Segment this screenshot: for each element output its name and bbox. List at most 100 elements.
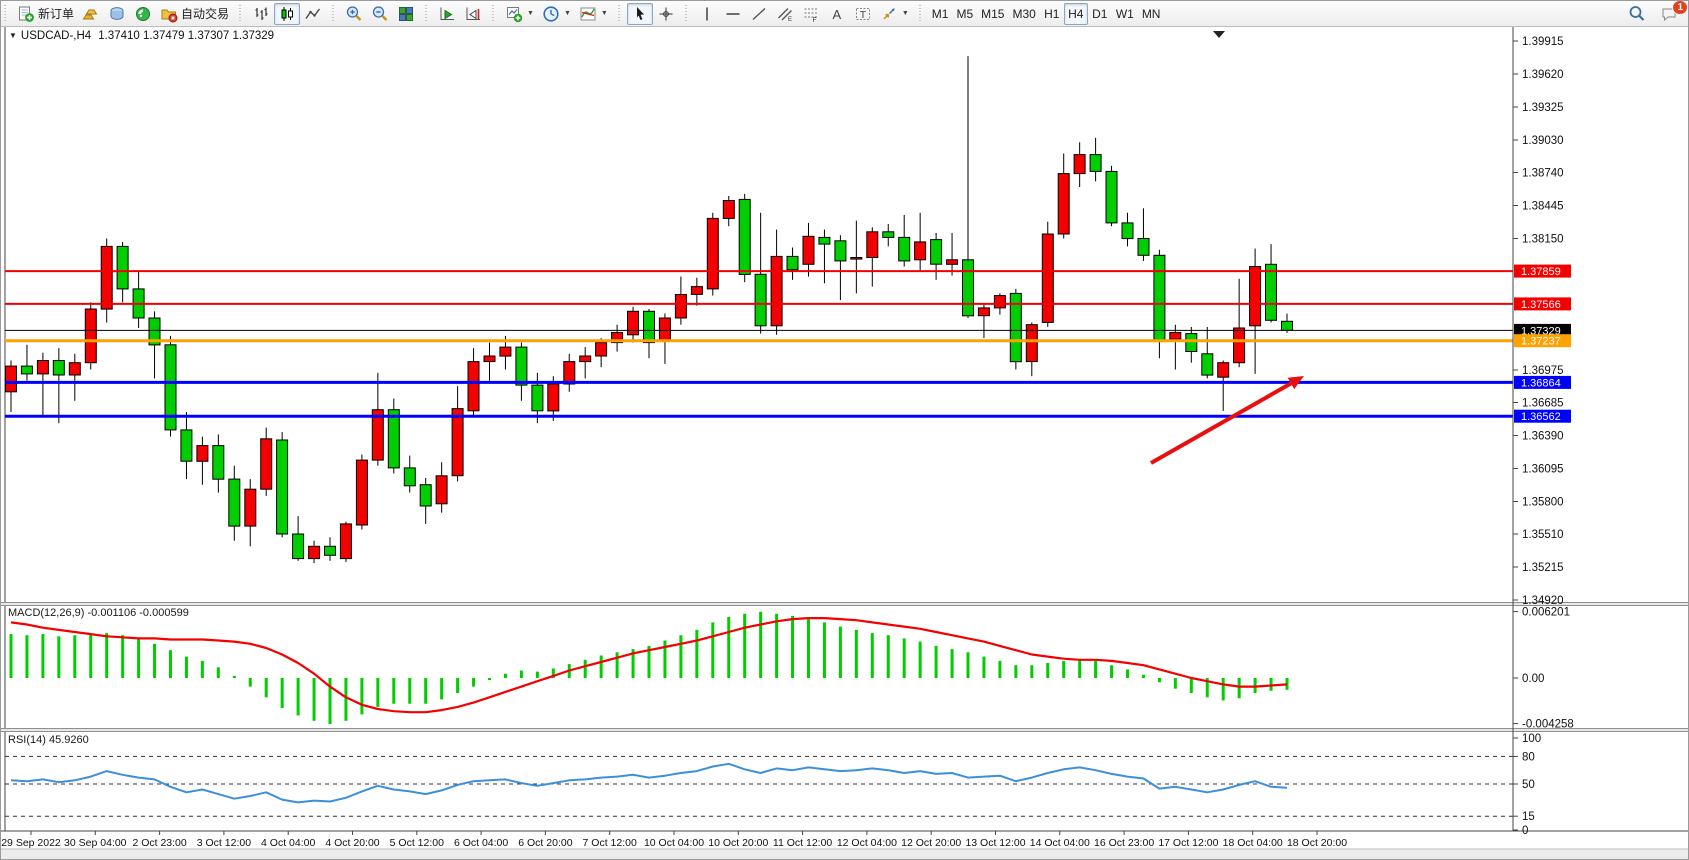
candle bbox=[1233, 327, 1246, 364]
chevron-down-icon: ▼ bbox=[600, 10, 608, 17]
pane-separator[interactable] bbox=[1, 602, 1689, 606]
zoom-in-button[interactable] bbox=[341, 3, 367, 25]
new-order-icon bbox=[17, 5, 35, 23]
price-level-badge bbox=[1514, 334, 1571, 348]
signals-button[interactable] bbox=[130, 3, 156, 25]
tile-windows-button[interactable] bbox=[393, 3, 419, 25]
toolbar-group-grip[interactable] bbox=[424, 4, 430, 23]
tf-h1-button[interactable]: H1 bbox=[1040, 3, 1064, 25]
text-button[interactable]: A bbox=[824, 3, 850, 25]
time-tick-label: 10 Oct 20:00 bbox=[708, 837, 768, 849]
fibonacci-button[interactable]: F bbox=[798, 3, 824, 25]
chart-title: ▼ USDCAD-,H4 1.37410 1.37479 1.37307 1.373… bbox=[9, 30, 274, 42]
toolbar-group-grip[interactable] bbox=[3, 4, 8, 23]
macd-scale-label: -0.004258 bbox=[1522, 719, 1574, 731]
crosshair-button[interactable] bbox=[653, 3, 679, 25]
notification-badge: 1 bbox=[1672, 1, 1688, 15]
candle bbox=[244, 488, 257, 527]
candle bbox=[339, 523, 352, 560]
hosting-icon bbox=[108, 5, 126, 23]
new-order-button[interactable]: 新订单 bbox=[13, 3, 78, 25]
tf-m5-button-label: M5 bbox=[956, 6, 974, 21]
arrows-button[interactable]: ▼ bbox=[876, 3, 913, 25]
tf-w1-button[interactable]: W1 bbox=[1112, 3, 1138, 25]
candle bbox=[658, 317, 671, 342]
candlestick-button[interactable] bbox=[274, 2, 301, 25]
macd-signal-line bbox=[10, 616, 1288, 714]
tf-h1-button-label: H1 bbox=[1044, 6, 1060, 21]
trend-arrow-head[interactable] bbox=[1287, 376, 1304, 390]
candle bbox=[1185, 333, 1198, 353]
chevron-down-icon: ▼ bbox=[563, 10, 571, 17]
text-label-button[interactable]: T bbox=[850, 3, 876, 25]
macd-scale-label: 0.006201 bbox=[1522, 607, 1570, 619]
toolbar-group-grip[interactable] bbox=[331, 4, 337, 23]
line-chart-button[interactable] bbox=[300, 3, 326, 25]
candle bbox=[1153, 254, 1166, 342]
trend-arrow-object[interactable] bbox=[1150, 381, 1292, 465]
toolbar-group-grip[interactable] bbox=[616, 4, 622, 23]
tf-d1-button[interactable]: D1 bbox=[1088, 3, 1112, 25]
indicators-button[interactable]: ▼ bbox=[575, 3, 612, 25]
time-tick-label: 17 Oct 12:00 bbox=[1158, 837, 1218, 849]
time-tick-label: 29 Sep 2022 bbox=[1, 837, 61, 849]
candle bbox=[1073, 154, 1086, 175]
zoom-out-button[interactable] bbox=[367, 3, 393, 25]
tf-m30-button[interactable]: M30 bbox=[1008, 3, 1039, 25]
chart-plot-area[interactable] bbox=[5, 27, 1513, 831]
toolbar-group-grip[interactable] bbox=[683, 4, 689, 23]
candle bbox=[563, 361, 576, 385]
new-chart-icon bbox=[505, 5, 523, 23]
tf-m5-button[interactable]: M5 bbox=[952, 3, 977, 25]
tf-h4-button[interactable]: H4 bbox=[1063, 2, 1088, 25]
auto-scroll-button[interactable] bbox=[434, 3, 460, 25]
price-level-badge-text: 1.36864 bbox=[1521, 377, 1561, 389]
candle bbox=[1265, 263, 1277, 321]
tf-m1-button[interactable]: M1 bbox=[928, 3, 953, 25]
candle bbox=[499, 346, 512, 357]
chat-button[interactable]: 1 bbox=[1656, 1, 1688, 25]
horizontal-line-button[interactable] bbox=[720, 3, 746, 25]
candle bbox=[722, 200, 735, 219]
candle bbox=[116, 245, 129, 290]
time-tick-label: 7 Oct 12:00 bbox=[583, 837, 637, 849]
rsi-indicator-label: RSI(14) 45.9260 bbox=[8, 734, 89, 746]
toolbar-group-grip[interactable] bbox=[491, 4, 497, 23]
chart-dropdown-icon[interactable]: ▼ bbox=[9, 31, 17, 40]
trendline-button[interactable] bbox=[746, 3, 772, 25]
auto-trading-button[interactable]: 自动交易 bbox=[156, 3, 233, 25]
chart-shift-button[interactable] bbox=[460, 3, 486, 25]
rsi-scale-label: 0 bbox=[1522, 825, 1528, 837]
chart-canvas: 1.39915 1.39620 1.39325 1.39030 1.38740 1.384… bbox=[1, 27, 1689, 859]
tf-m15-button[interactable]: M15 bbox=[977, 3, 1008, 25]
rsi-line bbox=[10, 762, 1288, 804]
vertical-line-button[interactable] bbox=[694, 3, 720, 25]
toolbar-group-grip[interactable] bbox=[917, 4, 923, 23]
time-tick-label: 14 Oct 04:00 bbox=[1030, 837, 1090, 849]
candle bbox=[770, 255, 783, 327]
search-button[interactable] bbox=[1624, 3, 1650, 25]
toolbar-group-grip[interactable] bbox=[238, 4, 244, 23]
svg-text:A: A bbox=[832, 7, 841, 22]
price-level-badge-text: 1.36562 bbox=[1521, 411, 1561, 423]
candle bbox=[993, 295, 1006, 309]
candle bbox=[1169, 332, 1182, 340]
virtual-hosting-button[interactable] bbox=[104, 3, 130, 25]
cursor-button[interactable] bbox=[626, 2, 653, 25]
pane-separator[interactable] bbox=[1, 728, 1689, 732]
fibonacci-icon: F bbox=[802, 5, 820, 23]
equidistant-channel-button[interactable]: E bbox=[772, 3, 798, 25]
candle bbox=[579, 355, 592, 363]
profiles-button[interactable]: ▼ bbox=[538, 3, 575, 25]
tf-mn-button[interactable]: MN bbox=[1138, 3, 1165, 25]
bar-chart-button[interactable] bbox=[248, 3, 274, 25]
price-tick-label: 1.39325 bbox=[1522, 102, 1564, 114]
chart-shift-marker[interactable] bbox=[1213, 31, 1225, 38]
mql-market-button[interactable] bbox=[78, 3, 104, 25]
candle bbox=[914, 241, 927, 261]
candle bbox=[738, 198, 751, 275]
price-tick-label: 1.35800 bbox=[1522, 497, 1564, 509]
candle bbox=[260, 438, 273, 490]
macd-values: -0.001106 -0.000599 bbox=[87, 607, 189, 619]
new-chart-button[interactable]: ▼ bbox=[501, 3, 538, 25]
